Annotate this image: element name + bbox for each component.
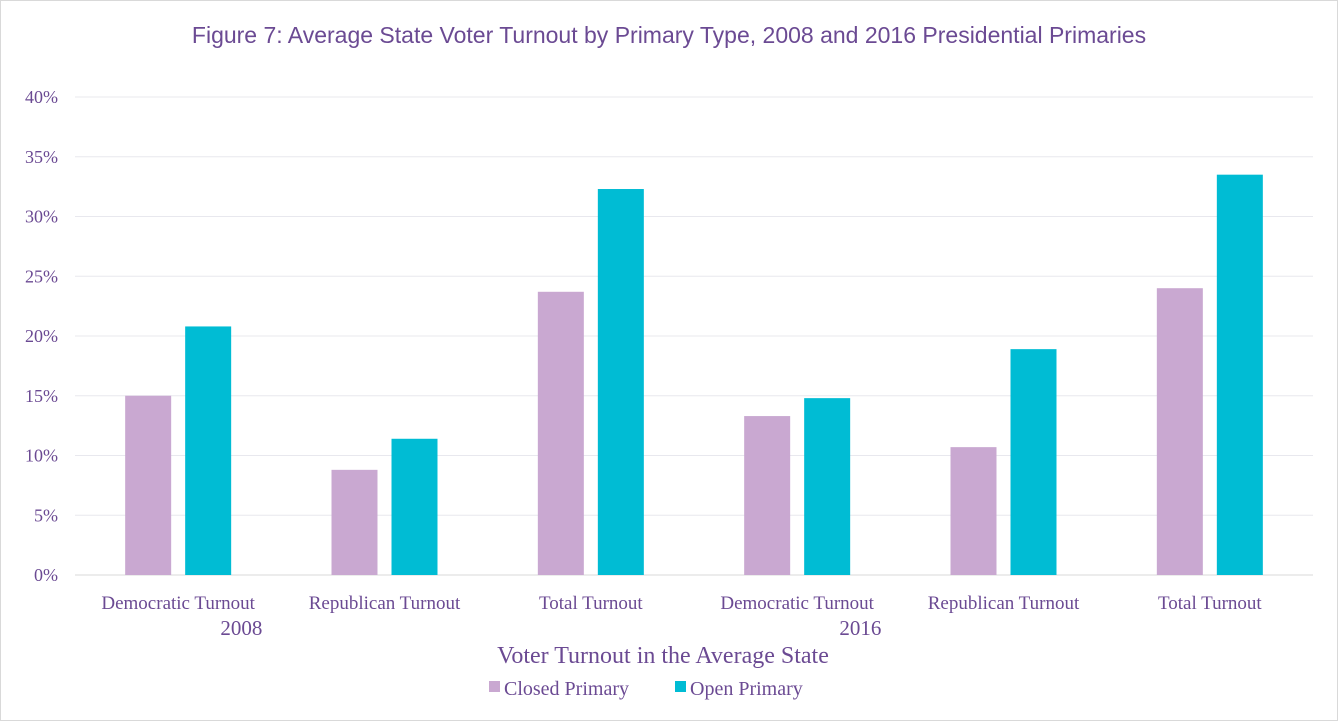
- legend-swatch: [489, 681, 500, 692]
- bar-open-primary: [597, 189, 644, 575]
- y-axis-ticks: 0% 5% 10% 15% 20% 25% 30% 35% 40%: [25, 87, 58, 585]
- y-tick-label: 15%: [25, 386, 58, 406]
- y-tick-label: 35%: [25, 147, 58, 167]
- bar-closed-primary: [1156, 288, 1203, 575]
- bar-closed-primary: [744, 416, 791, 575]
- bar-open-primary: [804, 398, 851, 575]
- x-axis-ticks: Democratic Turnout Republican Turnout Tota…: [101, 593, 1262, 614]
- legend: Closed Primary Open Primary: [489, 678, 803, 700]
- bar-open-primary: [185, 326, 232, 575]
- y-tick-label: 20%: [25, 326, 58, 346]
- y-tick-label: 0%: [34, 565, 58, 585]
- legend-label: Open Primary: [690, 678, 803, 700]
- gridlines: [75, 96, 1313, 576]
- bar-open-primary: [391, 438, 438, 575]
- y-tick-label: 25%: [25, 266, 58, 286]
- bar-open-primary: [1010, 349, 1057, 575]
- chart-title: Figure 7: Average State Voter Turnout by…: [191, 22, 1147, 48]
- group-labels: 2008 2016: [220, 616, 881, 640]
- x-tick-label: Democratic Turnout: [101, 593, 255, 614]
- x-tick-label: Total Turnout: [539, 593, 643, 614]
- x-tick-label: Republican Turnout: [928, 593, 1080, 614]
- legend-swatch: [675, 681, 686, 692]
- bar-closed-primary: [125, 395, 172, 575]
- legend-label: Closed Primary: [504, 678, 629, 700]
- y-tick-label: 30%: [25, 207, 58, 227]
- bars: [125, 174, 1263, 576]
- y-tick-label: 40%: [25, 87, 58, 107]
- x-axis-label: Voter Turnout in the Average State: [497, 643, 829, 669]
- bar-closed-primary: [331, 469, 378, 575]
- y-tick-label: 5%: [34, 505, 58, 525]
- x-tick-label: Total Turnout: [1158, 593, 1262, 614]
- bar-closed-primary: [950, 447, 997, 575]
- x-tick-label: Republican Turnout: [309, 593, 461, 614]
- y-tick-label: 10%: [25, 446, 58, 466]
- x-tick-label: Democratic Turnout: [720, 593, 874, 614]
- group-label: 2016: [839, 616, 881, 640]
- group-label: 2008: [220, 616, 262, 640]
- bar-open-primary: [1216, 174, 1263, 576]
- bar-closed-primary: [537, 291, 584, 575]
